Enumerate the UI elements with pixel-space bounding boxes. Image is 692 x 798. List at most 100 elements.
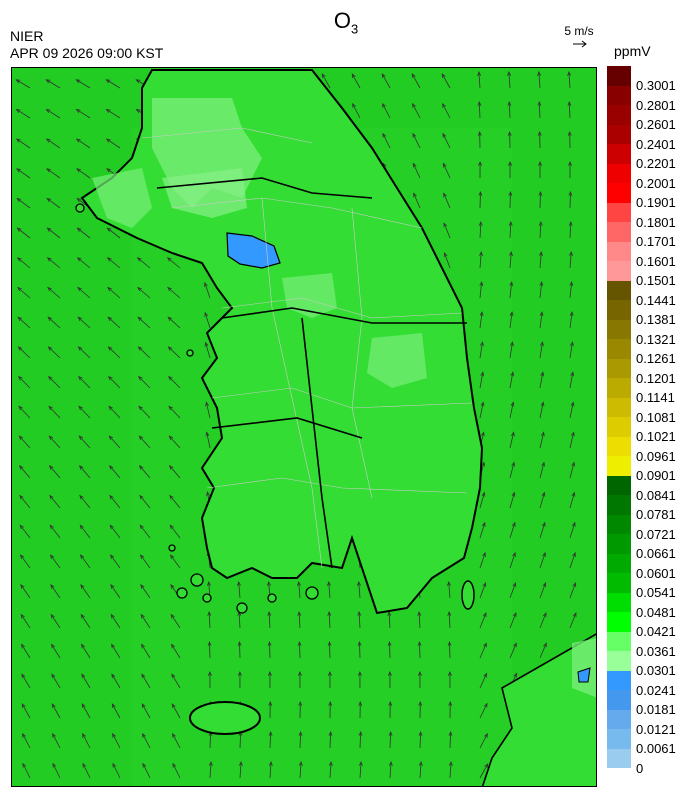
- wind-arrow: [239, 731, 242, 749]
- wind-arrow: [539, 252, 542, 269]
- wind-arrow: [169, 465, 181, 479]
- wind-arrow-head: [51, 703, 56, 709]
- wind-arrow: [167, 316, 181, 329]
- wind-arrow: [80, 614, 91, 629]
- wind-arrow-head: [142, 732, 146, 738]
- wind-arrow: [77, 257, 91, 269]
- wind-arrow-head: [481, 521, 486, 527]
- wind-arrow-head: [268, 700, 273, 706]
- wind-arrow-head: [78, 405, 83, 411]
- wind-arrow: [381, 73, 391, 89]
- wind-arrow-head: [168, 405, 173, 411]
- wind-arrow-head: [567, 100, 572, 106]
- wind-arrow: [239, 762, 242, 779]
- wind-arrow-head: [381, 73, 386, 79]
- wind-arrow-head: [106, 227, 112, 232]
- wind-arrow: [539, 643, 547, 659]
- wind-arrow-head: [138, 375, 143, 381]
- wind-arrow-head: [418, 730, 423, 736]
- legend-label: 0.0121: [636, 721, 676, 737]
- wind-arrow: [110, 554, 121, 569]
- wind-arrow: [52, 763, 61, 779]
- wind-arrow: [140, 584, 151, 599]
- legend-swatch: [607, 553, 631, 573]
- wind-arrow-head: [482, 551, 486, 557]
- wind-arrow-head: [568, 220, 573, 226]
- wind-arrow-head: [20, 584, 25, 589]
- wind-arrow-head: [46, 168, 51, 173]
- wind-arrow-head: [481, 461, 486, 467]
- wind-arrow-head: [297, 670, 302, 676]
- wind-arrow: [298, 612, 301, 629]
- low-o3-patch-west: [92, 168, 152, 228]
- wind-arrow-head: [479, 251, 483, 256]
- wind-arrow: [239, 641, 241, 659]
- wind-arrow: [478, 101, 481, 119]
- wind-arrow-head: [46, 227, 52, 232]
- wind-arrow: [509, 312, 513, 329]
- wind-arrow-head: [171, 643, 176, 649]
- wind-arrow-head: [357, 670, 362, 676]
- wind-arrow-head: [358, 730, 363, 736]
- wind-arrow: [21, 644, 31, 659]
- wind-arrow: [50, 554, 61, 569]
- legend-swatch: [607, 339, 631, 359]
- wind-arrow-head: [447, 581, 451, 586]
- wind-arrow: [418, 612, 421, 629]
- wind-arrow-head: [82, 762, 87, 768]
- wind-arrow: [539, 222, 542, 239]
- wind-reference-arrow-icon: [573, 40, 587, 48]
- wind-arrow: [569, 252, 572, 269]
- wind-arrow-head: [79, 524, 84, 530]
- wind-arrow: [106, 138, 121, 149]
- wind-arrow-head: [570, 341, 574, 347]
- legend-swatch: [607, 85, 631, 105]
- wind-arrow: [509, 582, 516, 599]
- wind-arrow: [569, 372, 574, 389]
- legend-swatch: [607, 358, 631, 378]
- wind-arrow: [269, 762, 272, 779]
- wind-arrow-head: [142, 762, 147, 768]
- wind-arrow: [539, 342, 543, 359]
- legend-swatch: [607, 163, 631, 183]
- wind-arrow: [508, 101, 511, 119]
- wind-arrow-head: [508, 160, 512, 166]
- wind-arrow: [358, 612, 361, 629]
- wind-arrow-head: [107, 346, 113, 351]
- wind-arrow-head: [18, 405, 23, 411]
- wind-arrow-head: [328, 761, 333, 766]
- legend-label: 0.1021: [636, 429, 676, 444]
- wind-arrow: [412, 133, 421, 149]
- wind-arrow-head: [51, 643, 56, 649]
- wind-arrow-head: [512, 551, 516, 557]
- wind-arrow-head: [540, 371, 545, 377]
- low-o3-patch-capital: [162, 168, 247, 218]
- legend-swatch: [607, 261, 631, 281]
- wind-arrow: [170, 554, 181, 569]
- legend-label: 0.0301: [636, 663, 676, 678]
- wind-arrow: [107, 316, 121, 329]
- wind-arrow: [208, 612, 211, 629]
- province-borders: [156, 177, 467, 569]
- wind-arrow-head: [15, 79, 21, 84]
- wind-arrow: [81, 703, 91, 719]
- wind-arrow: [22, 763, 31, 779]
- wind-arrow-head: [171, 703, 176, 709]
- wind-arrow: [167, 257, 181, 269]
- wind-arrow-head: [537, 130, 542, 136]
- wind-arrow-head: [412, 132, 417, 138]
- wind-arrow: [77, 227, 91, 239]
- wind-arrow: [449, 731, 452, 749]
- wind-arrow: [77, 287, 91, 299]
- wind-arrow-head: [169, 494, 174, 500]
- wind-arrow-head: [135, 108, 141, 113]
- wind-arrow: [569, 552, 576, 569]
- wind-arrow: [441, 73, 451, 89]
- wind-arrow-head: [205, 401, 210, 407]
- wind-arrow-head: [513, 672, 518, 678]
- wind-arrow-head: [477, 100, 482, 106]
- wind-arrow: [110, 614, 121, 629]
- wind-arrow-head: [447, 611, 452, 616]
- wind-arrow-head: [108, 435, 114, 440]
- wind-arrow-head: [267, 611, 272, 616]
